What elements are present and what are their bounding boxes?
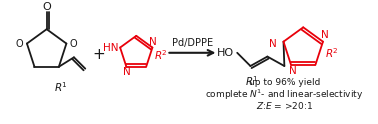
Text: N: N [321,30,329,40]
Text: N: N [269,39,277,49]
Text: up to 96% yield: up to 96% yield [249,78,320,88]
Text: complete $\it{N}$$^1$- and linear-selectivity: complete $\it{N}$$^1$- and linear-select… [205,87,364,102]
Text: N: N [289,66,297,77]
Text: N: N [149,37,157,47]
Text: N: N [123,67,131,77]
Text: O: O [69,39,77,49]
Text: $R^1$: $R^1$ [54,81,68,94]
Text: $R^2$: $R^2$ [325,47,339,60]
Text: O: O [42,2,51,12]
Text: +: + [92,47,105,62]
Text: $R^2$: $R^2$ [155,48,168,62]
Text: Pd/DPPE: Pd/DPPE [172,38,213,48]
Text: $\it{Z}$:$\it{E}$ = >20:1: $\it{Z}$:$\it{E}$ = >20:1 [256,100,313,111]
Text: HN: HN [103,44,118,53]
Text: HO: HO [217,48,234,58]
Text: $R^1$: $R^1$ [245,74,259,88]
Text: O: O [15,39,23,49]
